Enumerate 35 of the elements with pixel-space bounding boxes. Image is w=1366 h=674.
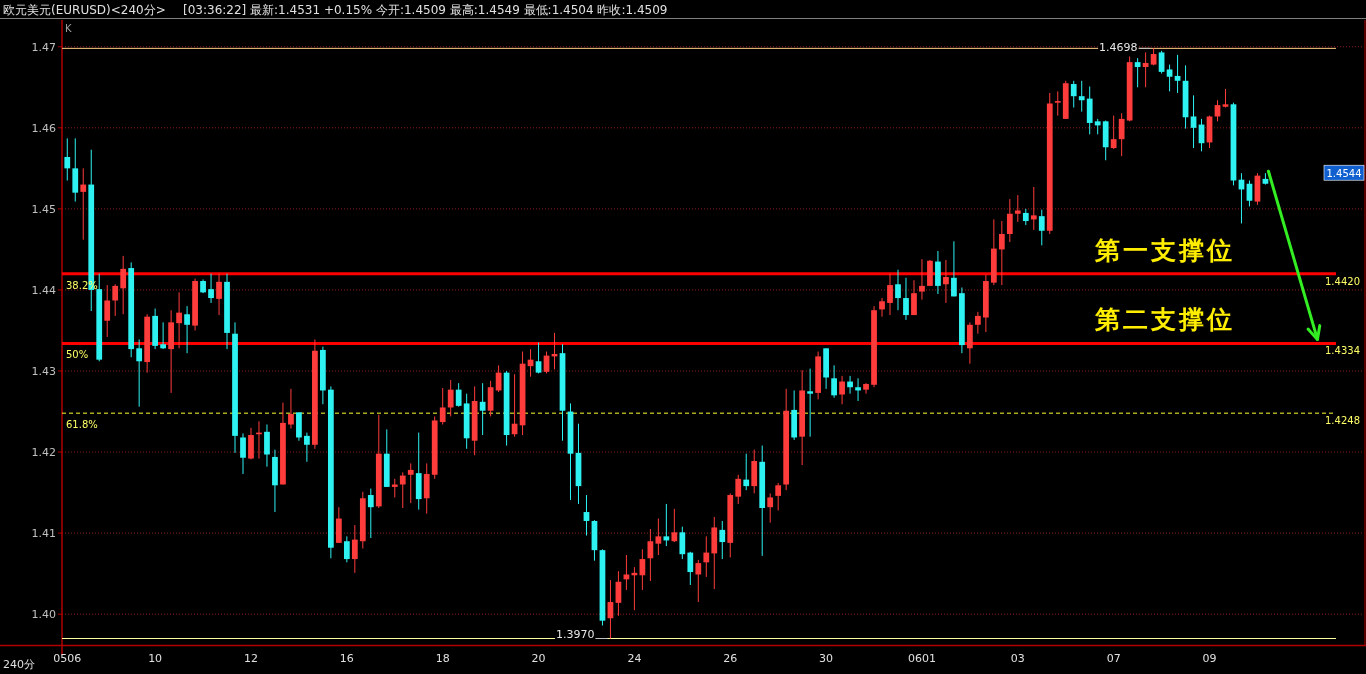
annotation: K [65,23,72,34]
annotation: 1.3970 [555,627,595,641]
x-tick-label: 03 [1010,652,1025,665]
y-tick-label: 1.46 [31,121,56,135]
chart-subtitle: [03:36:22] 最新:1.4531 +0.15% 今开:1.4509 最高:1.4549 最低:1.4504 昨收:1.4509 [183,3,668,17]
x-tick-label: 09 [1202,652,1217,665]
ref-line-label: 1.4248 [1325,415,1360,427]
y-tick-label: 1.45 [31,202,56,216]
y-tick-label: 1.47 [31,40,56,54]
x-tick-label: 20 [531,652,546,665]
x-tick-label: 0601 [907,652,936,665]
ref-line-label: 1.4334 [1325,345,1360,357]
x-tick-label: 26 [723,652,738,665]
y-tick-label: 1.44 [31,283,56,297]
annotation: 50% [66,349,89,361]
y-tick-label: 1.40 [31,608,56,622]
x-tick-label: 12 [243,652,258,665]
text: 240分 [3,658,35,671]
annotation: 1.4698 [1099,41,1138,55]
annotation: 61.8% [66,419,98,431]
ref-line-label: 1.4420 [1325,275,1360,287]
text: 1.4544 [1326,168,1362,180]
x-tick-label: 07 [1106,652,1121,665]
x-tick-label: 10 [148,652,163,665]
chart-title: 欧元美元(EURUSD)<240分> [3,3,166,17]
y-tick-label: 1.41 [31,527,56,541]
annotation: 第一支撑位 [1094,235,1235,265]
y-tick-label: 1.43 [31,365,56,379]
x-tick-label: 30 [819,652,834,665]
annotation: 第二支撑位 [1094,305,1235,335]
x-tick-label: 18 [435,652,450,665]
x-tick-label: 0506 [53,652,82,665]
x-tick-label: 24 [627,652,642,665]
y-tick-label: 1.42 [31,446,56,460]
x-tick-label: 16 [339,652,354,665]
